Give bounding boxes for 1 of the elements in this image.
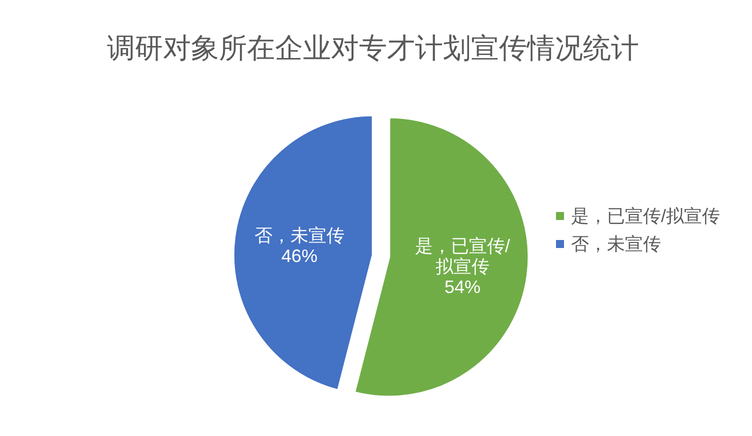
title: 调研对象所在企业对专才计划宣传情况统计	[107, 32, 639, 64]
